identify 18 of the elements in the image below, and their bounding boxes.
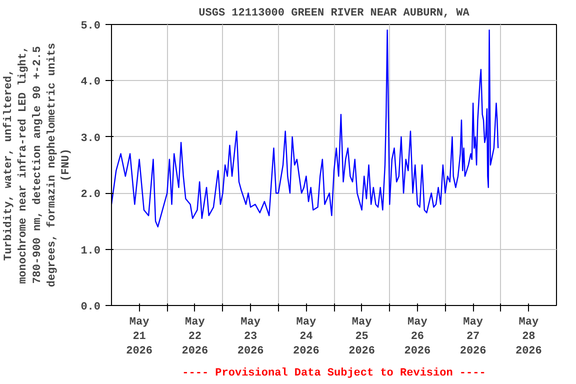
x-tick-label: May 21 2026 bbox=[126, 316, 153, 358]
y-tick-label: 4.0 bbox=[80, 76, 101, 89]
x-tick-label: May 22 2026 bbox=[182, 316, 208, 358]
x-tick-label: May 28 2026 bbox=[515, 316, 542, 358]
y-tick-label: 5.0 bbox=[80, 20, 101, 32]
text: ---- Provisional Data Subject to Revision ---- bbox=[182, 368, 486, 380]
line-series bbox=[112, 30, 499, 228]
y-tick-label: 1.0 bbox=[80, 245, 101, 258]
x-tick-label: May 25 2026 bbox=[348, 316, 376, 358]
y-axis-title: Turbidity, water, unfiltered, monochrome near infra-red LED light, 780-900 nm, detection angle 90 +-2.5 degrees, formazin nephelometric units (FNU) bbox=[2, 42, 73, 288]
x-tick-label: May 23 2026 bbox=[237, 316, 264, 358]
x-tick-label: May 24 2026 bbox=[292, 316, 320, 358]
x-tick-label: May 26 2026 bbox=[404, 316, 431, 358]
y-tick-label: 3.0 bbox=[80, 132, 101, 145]
chart-title: USGS 12113000 GREEN RIVER NEAR AUBURN, WA bbox=[198, 8, 470, 20]
y-tick-label: 2.0 bbox=[80, 189, 101, 202]
x-tick-label: May 27 2026 bbox=[460, 316, 486, 358]
y-tick-label: 0.0 bbox=[80, 302, 101, 314]
